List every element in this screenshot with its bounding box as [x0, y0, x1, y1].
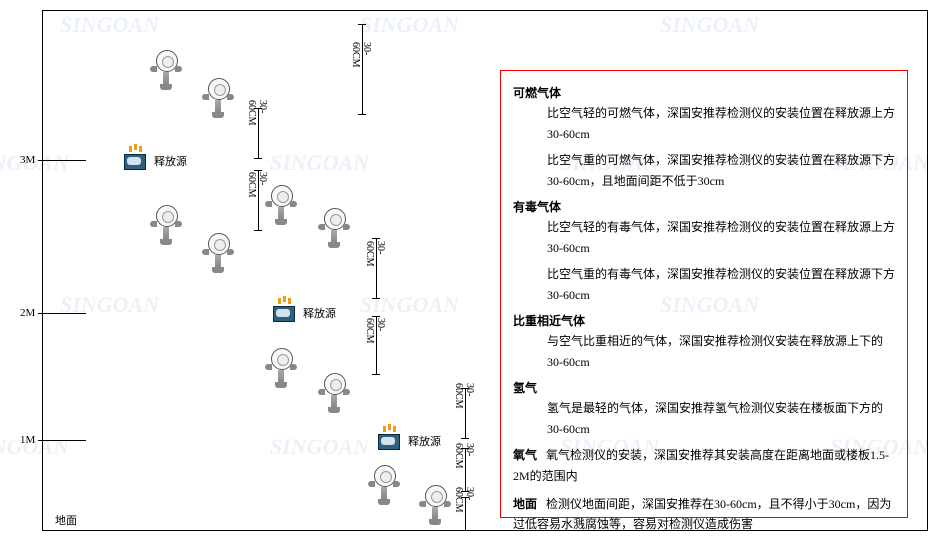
gas-detector-icon [318, 373, 350, 413]
section-oxygen-p1: 氧气检测仪的安装，深国安推荐其安装高度在距离地面或楼板1.5-2M的范围内 [513, 448, 889, 482]
gas-detector-icon [150, 50, 182, 90]
tick-3m [38, 160, 86, 161]
y-axis-1m: 1M [20, 434, 35, 446]
release-source-icon [273, 300, 295, 322]
section-hydrogen-p1: 氢气是最轻的气体，深国安推荐氢气检测仪安装在楼板面下方的30-60cm [547, 398, 895, 439]
ground-label: 地面 [55, 512, 77, 528]
y-axis-2m: 2M [20, 307, 35, 319]
release-source-icon [124, 148, 146, 170]
section-combustible-p2: 比空气重的可燃气体，深国安推荐检测仪的安装位置在释放源下方30-60cm，且地面… [547, 150, 895, 191]
section-oxygen: 氧气 氧气检测仪的安装，深国安推荐其安装高度在距离地面或楼板1.5-2M的范围内 [513, 445, 895, 486]
gas-detector-icon [265, 348, 297, 388]
section-toxic-header: 有毒气体 [513, 197, 895, 217]
section-toxic-p1: 比空气轻的有毒气体，深国安推荐检测仪的安装位置在释放源上方30-60cm [547, 217, 895, 258]
section-toxic-p2: 比空气重的有毒气体，深国安推荐检测仪的安装位置在释放源下方30-60cm [547, 264, 895, 305]
section-ground-p1: 检测仪地面间距，深国安推荐在30-60cm，且不得小于30cm，因为过低容易水溅… [513, 497, 891, 531]
section-combustible-header: 可燃气体 [513, 83, 895, 103]
gas-detector-icon [368, 465, 400, 505]
gas-detector-icon [202, 233, 234, 273]
section-ground: 地面 检测仪地面间距，深国安推荐在30-60cm，且不得小于30cm，因为过低容… [513, 494, 895, 535]
installation-guide-box: 可燃气体 比空气轻的可燃气体，深国安推荐检测仪的安装位置在释放源上方30-60c… [500, 70, 908, 518]
section-hydrogen: 氢气 [513, 378, 895, 398]
section-similar-p1: 与空气比重相近的气体，深国安推荐检测仪安装在释放源上下的30-60cm [547, 331, 895, 372]
gas-detector-icon [202, 78, 234, 118]
gas-detector-icon [419, 485, 451, 525]
section-hydrogen-header: 氢气 [513, 381, 537, 395]
release-source-label: 释放源 [154, 153, 187, 169]
section-similar-header: 比重相近气体 [513, 311, 895, 331]
release-source-label: 释放源 [303, 305, 336, 321]
gas-detector-icon [265, 185, 297, 225]
gas-detector-icon [318, 208, 350, 248]
section-ground-header: 地面 [513, 497, 537, 511]
release-source-label: 释放源 [408, 433, 441, 449]
gas-detector-icon [150, 205, 182, 245]
tick-1m [38, 440, 86, 441]
section-oxygen-header: 氧气 [513, 448, 537, 462]
section-combustible-p1: 比空气轻的可燃气体，深国安推荐检测仪的安装位置在释放源上方30-60cm [547, 103, 895, 144]
tick-2m [38, 313, 86, 314]
y-axis-3m: 3M [20, 154, 35, 166]
release-source-icon [378, 428, 400, 450]
